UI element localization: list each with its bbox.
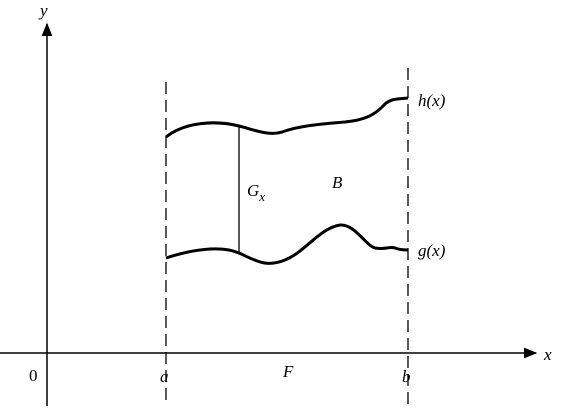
x-label: x: [543, 345, 552, 364]
gx-label: Gx: [247, 181, 265, 204]
curve-h: [165, 96, 409, 139]
a-label: a: [160, 367, 169, 386]
origin-label: 0: [29, 366, 38, 385]
gx-sub: x: [258, 189, 265, 204]
h-label: h(x): [418, 91, 446, 110]
gx-main: G: [247, 181, 259, 200]
f-label: F: [282, 362, 294, 381]
y-label: y: [38, 1, 48, 20]
curve-g: [165, 223, 409, 265]
b-label: b: [402, 367, 411, 386]
b-region-label: B: [332, 173, 343, 192]
g-label: g(x): [418, 241, 446, 260]
